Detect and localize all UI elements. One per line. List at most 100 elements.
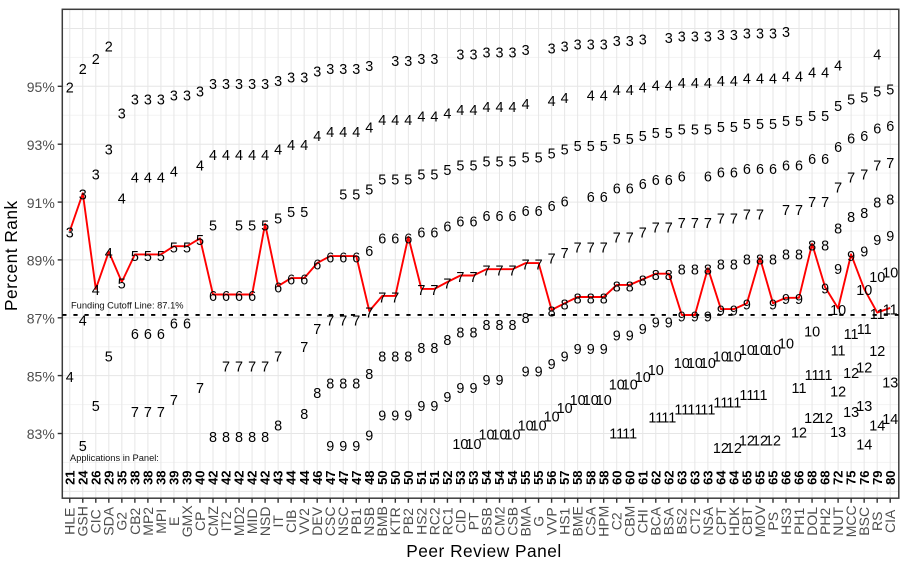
svg-text:4: 4 xyxy=(92,283,100,299)
svg-text:BCA: BCA xyxy=(648,506,664,535)
svg-text:7: 7 xyxy=(717,212,725,228)
svg-text:12: 12 xyxy=(804,411,820,427)
svg-text:4: 4 xyxy=(561,91,569,107)
svg-text:7: 7 xyxy=(522,258,530,274)
svg-text:4: 4 xyxy=(209,148,217,164)
svg-text:10: 10 xyxy=(856,283,872,299)
svg-text:14: 14 xyxy=(856,438,872,454)
svg-text:65: 65 xyxy=(753,470,768,484)
svg-text:4: 4 xyxy=(495,100,503,116)
svg-text:4: 4 xyxy=(391,113,399,129)
svg-text:11: 11 xyxy=(661,410,676,426)
svg-text:9: 9 xyxy=(821,282,829,298)
svg-text:CT2: CT2 xyxy=(687,508,703,535)
svg-text:5: 5 xyxy=(144,249,152,265)
svg-text:5: 5 xyxy=(430,168,438,184)
svg-text:64: 64 xyxy=(727,470,742,485)
svg-text:3: 3 xyxy=(170,88,178,104)
svg-text:6: 6 xyxy=(782,159,790,175)
svg-text:7: 7 xyxy=(587,241,595,257)
svg-text:4: 4 xyxy=(443,106,451,122)
svg-text:9: 9 xyxy=(743,298,751,314)
svg-text:3: 3 xyxy=(105,143,113,159)
svg-text:NSD: NSD xyxy=(257,507,273,537)
svg-text:9: 9 xyxy=(404,408,412,424)
svg-text:G2: G2 xyxy=(114,512,130,531)
svg-text:7: 7 xyxy=(482,264,490,280)
svg-text:5: 5 xyxy=(339,188,347,204)
svg-text:8: 8 xyxy=(430,341,438,357)
svg-text:SDA: SDA xyxy=(101,506,117,535)
svg-text:3: 3 xyxy=(587,38,595,54)
svg-text:5: 5 xyxy=(92,399,100,415)
svg-text:5: 5 xyxy=(170,241,178,257)
svg-text:3: 3 xyxy=(183,88,191,104)
svg-text:7: 7 xyxy=(261,360,269,376)
svg-text:3: 3 xyxy=(352,62,360,78)
svg-text:8: 8 xyxy=(352,376,360,392)
svg-text:54: 54 xyxy=(479,470,494,485)
svg-text:11: 11 xyxy=(831,344,846,360)
svg-text:5: 5 xyxy=(639,129,647,145)
svg-text:47: 47 xyxy=(336,470,351,484)
svg-text:8: 8 xyxy=(456,326,464,342)
svg-text:8: 8 xyxy=(665,268,673,284)
svg-text:3: 3 xyxy=(248,77,256,93)
svg-text:39: 39 xyxy=(180,470,195,484)
svg-text:4: 4 xyxy=(730,74,738,90)
svg-text:7: 7 xyxy=(665,221,673,237)
svg-text:3: 3 xyxy=(430,52,438,68)
svg-text:3: 3 xyxy=(391,54,399,70)
svg-text:58: 58 xyxy=(570,470,585,484)
svg-text:9: 9 xyxy=(561,349,569,365)
svg-text:PH1: PH1 xyxy=(791,507,807,534)
svg-text:5: 5 xyxy=(613,132,621,148)
svg-text:58: 58 xyxy=(583,470,598,484)
svg-text:7: 7 xyxy=(821,195,829,211)
svg-text:3: 3 xyxy=(196,84,204,100)
svg-text:5: 5 xyxy=(522,150,530,166)
svg-text:10: 10 xyxy=(648,363,664,379)
svg-text:9: 9 xyxy=(782,292,790,308)
svg-text:7: 7 xyxy=(795,203,803,219)
svg-text:6: 6 xyxy=(743,162,751,178)
svg-text:47: 47 xyxy=(323,470,338,484)
svg-text:7: 7 xyxy=(352,313,360,329)
svg-text:CIB: CIB xyxy=(283,510,299,533)
svg-text:7: 7 xyxy=(391,290,399,306)
svg-text:4: 4 xyxy=(678,76,686,92)
svg-text:8: 8 xyxy=(261,430,269,446)
svg-text:12: 12 xyxy=(817,411,833,427)
svg-text:RC1: RC1 xyxy=(439,507,455,535)
svg-text:MID: MID xyxy=(244,508,260,534)
svg-text:8: 8 xyxy=(274,418,282,434)
svg-text:BS2: BS2 xyxy=(674,508,690,535)
svg-text:8: 8 xyxy=(795,248,803,264)
svg-text:3: 3 xyxy=(704,29,712,45)
svg-text:HS1: HS1 xyxy=(557,507,573,534)
svg-text:42: 42 xyxy=(245,470,260,484)
svg-text:8: 8 xyxy=(808,238,816,254)
svg-text:50: 50 xyxy=(375,470,390,484)
svg-text:4: 4 xyxy=(469,103,477,119)
svg-text:7: 7 xyxy=(196,381,204,397)
svg-text:8: 8 xyxy=(782,248,790,264)
svg-text:8: 8 xyxy=(248,430,256,446)
svg-text:6: 6 xyxy=(730,166,738,182)
svg-text:3: 3 xyxy=(261,77,269,93)
svg-text:KTR: KTR xyxy=(387,507,403,535)
svg-text:3: 3 xyxy=(548,41,556,57)
svg-text:5: 5 xyxy=(574,139,582,155)
svg-text:4: 4 xyxy=(235,148,243,164)
svg-text:VVP: VVP xyxy=(544,507,560,535)
svg-text:10: 10 xyxy=(739,343,755,359)
svg-text:5: 5 xyxy=(808,109,816,125)
svg-text:11: 11 xyxy=(753,388,768,404)
svg-text:5: 5 xyxy=(756,117,764,133)
svg-text:6: 6 xyxy=(495,209,503,225)
svg-text:3: 3 xyxy=(456,47,464,63)
svg-text:14: 14 xyxy=(869,418,885,434)
svg-text:4: 4 xyxy=(105,246,113,262)
svg-text:9: 9 xyxy=(535,365,543,381)
svg-text:CMZ: CMZ xyxy=(205,506,221,537)
